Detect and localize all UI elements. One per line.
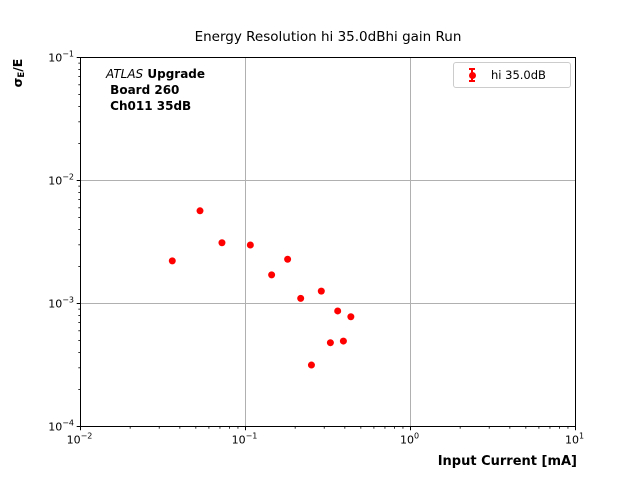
x-tick-label: 10−1	[232, 432, 258, 447]
x-tick-label: 101	[565, 432, 584, 447]
legend-entry-label: hi 35.0dB	[491, 68, 546, 82]
y-tick-label: 10−1	[48, 50, 74, 65]
chart-title: Energy Resolution hi 35.0dBhi gain Run	[194, 29, 462, 45]
y-tick-label: 10−4	[48, 419, 74, 434]
ylabel-rest: /E	[10, 58, 25, 72]
annotation-channel: Ch011 35dB	[106, 99, 192, 113]
data-point	[339, 337, 347, 345]
x-tick-label: 10−2	[67, 432, 93, 447]
plot-area	[80, 57, 576, 427]
annotation-upgrade: Upgrade	[143, 67, 206, 81]
data-point	[246, 241, 254, 249]
data-point	[326, 339, 334, 347]
y-tick-label: 10−3	[48, 296, 74, 311]
x-axis-label: Input Current [mA]	[437, 454, 577, 469]
x-tick-label: 100	[400, 432, 419, 447]
data-point	[284, 255, 292, 263]
annotation-block: ATLAS Upgrade Board 260 Ch011 35dB	[106, 66, 205, 114]
data-point	[268, 271, 276, 279]
errorbar-marker-dot	[468, 71, 476, 79]
errorbar-cap-top	[469, 68, 475, 70]
errorbar-cap-bottom	[469, 80, 475, 82]
data-point	[218, 239, 226, 247]
data-point	[307, 361, 315, 369]
annotation-atlas: ATLAS	[106, 67, 144, 81]
data-point	[317, 287, 325, 295]
data-point	[196, 207, 204, 215]
data-point	[347, 313, 355, 321]
data-point	[334, 307, 342, 315]
ylabel-sigma: σ	[10, 77, 25, 88]
y-axis-label: σE/E	[10, 50, 27, 96]
ylabel-subscript: E	[17, 71, 27, 78]
errorbar-dot-icon	[467, 67, 477, 83]
annotation-board: Board 260	[106, 83, 180, 97]
y-tick-label: 10−2	[48, 173, 74, 188]
data-point	[168, 257, 176, 265]
legend-box: hi 35.0dB	[453, 62, 571, 88]
data-point	[297, 294, 305, 302]
